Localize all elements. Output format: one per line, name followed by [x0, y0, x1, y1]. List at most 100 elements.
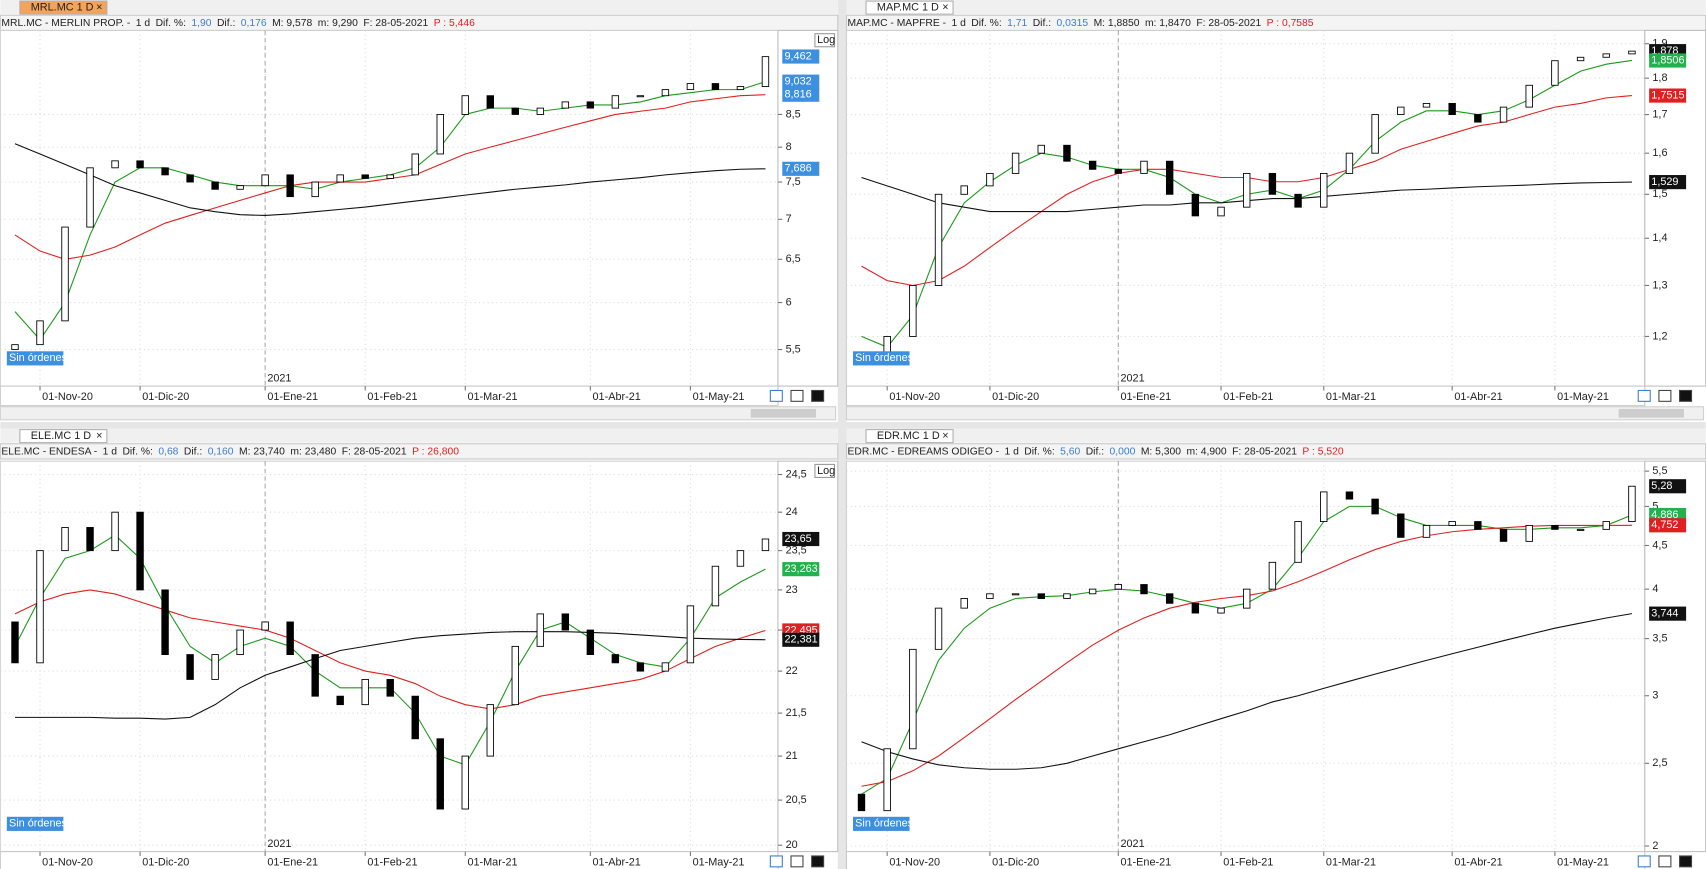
- header-date: F: 28-05-2021: [1232, 446, 1297, 457]
- candle: [986, 172, 994, 187]
- tab-close[interactable]: ×: [96, 1, 102, 13]
- candle: [711, 83, 720, 91]
- header-dif-label: Dif.:: [1086, 446, 1104, 457]
- x-tick-label: 01-Feb-21: [1223, 391, 1273, 403]
- status-label: Sin órdenes: [9, 352, 68, 364]
- x-tick-label: 01-Ene-21: [1120, 856, 1171, 868]
- candle: [436, 113, 444, 155]
- toolbar-button[interactable]: [1658, 389, 1672, 402]
- tab-close[interactable]: ×: [942, 430, 948, 442]
- candle: [1448, 521, 1456, 526]
- candle: [1551, 525, 1559, 530]
- candle: [761, 56, 770, 88]
- scroll-thumb[interactable]: [750, 408, 817, 418]
- header-high: M: 1,8850: [1094, 18, 1140, 29]
- candle: [1474, 521, 1482, 530]
- scroll-thumb[interactable]: [1618, 408, 1684, 418]
- header-dif-pct: 5,60: [1060, 446, 1080, 457]
- candle: [11, 344, 19, 350]
- candle: [1320, 491, 1328, 523]
- price-tag: [782, 161, 820, 176]
- candle: [761, 538, 770, 552]
- candle: [611, 654, 620, 664]
- candle: [1371, 498, 1379, 515]
- header-dif: 0,160: [208, 446, 234, 457]
- tab[interactable]: [19, 429, 108, 444]
- candle: [1422, 525, 1431, 538]
- candle: [857, 793, 866, 812]
- scrollbar[interactable]: [845, 406, 1705, 421]
- tab[interactable]: [865, 429, 954, 444]
- horizontal-splitter[interactable]: [0, 421, 1706, 429]
- toolbar-button[interactable]: [1637, 389, 1651, 402]
- header-high: M: 23,740: [239, 446, 285, 457]
- x-tick-label: 01-May-21: [693, 391, 745, 403]
- plot-area: [0, 29, 779, 387]
- candle: [1525, 525, 1533, 542]
- y-tick-label: 1,4: [1652, 232, 1667, 244]
- candle: [883, 748, 891, 812]
- x-tick-label: 01-Abr-21: [593, 391, 641, 403]
- header-dif-pct: 1,90: [191, 18, 211, 29]
- candle: [1294, 521, 1302, 563]
- candle: [211, 654, 219, 680]
- candle: [286, 174, 294, 198]
- toolbar-button[interactable]: [790, 855, 804, 868]
- x-tick-label: 01-Nov-20: [42, 391, 93, 403]
- tab-close[interactable]: ×: [942, 1, 948, 13]
- log-button[interactable]: [814, 33, 836, 48]
- toolbar-button[interactable]: [1637, 855, 1651, 868]
- toolbar-button[interactable]: [1679, 389, 1693, 402]
- toolbar-button[interactable]: [769, 855, 783, 868]
- y-tick-label: 5,5: [786, 343, 801, 355]
- scrollbar[interactable]: [0, 406, 837, 421]
- candle: [236, 185, 244, 190]
- toolbar-button[interactable]: [1658, 855, 1672, 868]
- candle: [86, 167, 94, 228]
- candle: [386, 678, 394, 697]
- toolbar-button[interactable]: [769, 389, 783, 402]
- toolbar-button[interactable]: [1679, 855, 1693, 868]
- candle: [1011, 152, 1020, 174]
- header-high: M: 5,300: [1141, 446, 1181, 457]
- candle: [1191, 193, 1200, 217]
- x-tick-label: 01-Nov-20: [889, 856, 940, 868]
- header-low: m: 4,900: [1186, 446, 1226, 457]
- y-tick-label: 20: [786, 839, 798, 851]
- candle: [1217, 607, 1225, 614]
- price-tag: [782, 49, 820, 64]
- y-tick-label: 22: [786, 665, 798, 677]
- candle: [461, 755, 469, 810]
- candle: [1088, 588, 1097, 595]
- y-tick-label: 4,5: [1652, 539, 1667, 551]
- tab-label: ELE.MC 1 D: [31, 430, 92, 442]
- candle: [1371, 114, 1379, 154]
- vertical-splitter[interactable]: [837, 0, 847, 869]
- candle: [1345, 491, 1354, 500]
- toolbar-button[interactable]: [811, 855, 825, 868]
- status-badge: [853, 351, 910, 366]
- tab-bar: [846, 0, 1706, 15]
- plot-area: [845, 29, 1646, 387]
- y-tick-label: 24,5: [786, 468, 807, 480]
- tab-close[interactable]: ×: [96, 430, 102, 442]
- tab[interactable]: [865, 0, 954, 15]
- log-button[interactable]: [814, 463, 836, 479]
- candle: [11, 621, 19, 664]
- tab[interactable]: [19, 0, 108, 15]
- price-tag-label: 9,462: [784, 50, 811, 62]
- price-tag: [1649, 518, 1687, 533]
- header-date: F: 28-05-2021: [342, 446, 407, 457]
- x-tick-label: 01-Feb-21: [1223, 856, 1273, 868]
- price-tag: [782, 531, 820, 547]
- toolbar-button[interactable]: [811, 389, 825, 402]
- header: ELE.MC - ENDESA - 1 d Dif. %: 0,68 Dif.: 0,16…: [1, 446, 459, 457]
- candle: [686, 605, 695, 664]
- candle: [636, 662, 645, 672]
- candle: [1114, 584, 1123, 590]
- toolbar-button[interactable]: [790, 389, 804, 402]
- candle: [960, 598, 968, 609]
- y-tick-label: 6,5: [786, 253, 801, 265]
- y-tick-label: 7,5: [786, 176, 801, 188]
- header-p: P : 0,7585: [1267, 18, 1314, 29]
